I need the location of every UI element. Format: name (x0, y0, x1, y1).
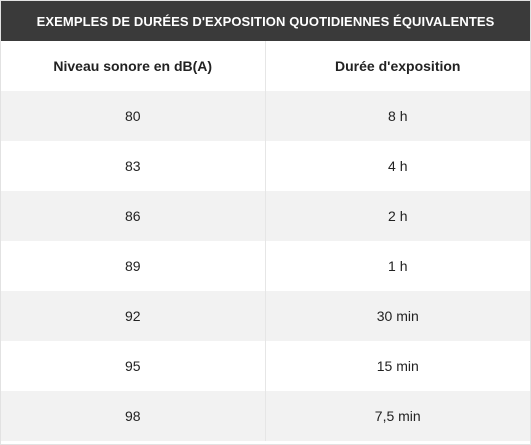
table-row: 86 2 h (1, 191, 530, 241)
table-title-bar: EXEMPLES DE DURÉES D'EXPOSITION QUOTIDIE… (1, 1, 530, 41)
exposure-table: Niveau sonore en dB(A) Durée d'expositio… (1, 41, 530, 441)
cell-duration: 1 h (265, 241, 530, 291)
table-row: 95 15 min (1, 341, 530, 391)
cell-level: 89 (1, 241, 266, 291)
cell-level: 92 (1, 291, 266, 341)
header-level: Niveau sonore en dB(A) (1, 41, 266, 91)
cell-level: 86 (1, 191, 266, 241)
table-row: 98 7,5 min (1, 391, 530, 441)
table-row: 83 4 h (1, 141, 530, 191)
cell-duration: 30 min (265, 291, 530, 341)
header-row: Niveau sonore en dB(A) Durée d'expositio… (1, 41, 530, 91)
cell-duration: 4 h (265, 141, 530, 191)
table-row: 92 30 min (1, 291, 530, 341)
table-row: 89 1 h (1, 241, 530, 291)
cell-level: 83 (1, 141, 266, 191)
cell-duration: 7,5 min (265, 391, 530, 441)
table-row: 80 8 h (1, 91, 530, 141)
cell-level: 80 (1, 91, 266, 141)
cell-duration: 2 h (265, 191, 530, 241)
header-duration: Durée d'exposition (265, 41, 530, 91)
cell-level: 98 (1, 391, 266, 441)
cell-duration: 15 min (265, 341, 530, 391)
table-title: EXEMPLES DE DURÉES D'EXPOSITION QUOTIDIE… (36, 13, 495, 29)
cell-duration: 8 h (265, 91, 530, 141)
cell-level: 95 (1, 341, 266, 391)
